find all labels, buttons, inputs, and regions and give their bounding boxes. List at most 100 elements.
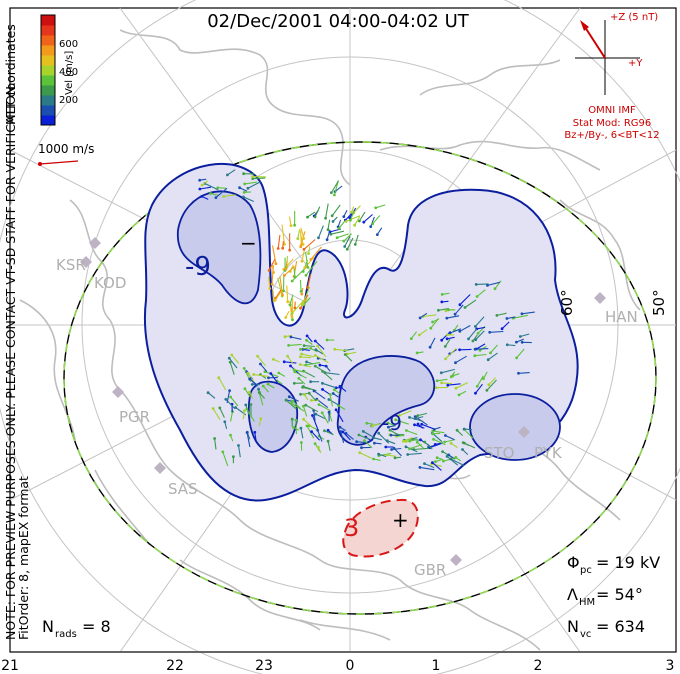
velocity-vector	[244, 388, 251, 398]
velocity-vector	[310, 246, 322, 260]
velocity-vector	[277, 234, 281, 249]
velocity-vector	[284, 265, 295, 276]
velocity-vector	[224, 421, 228, 430]
velocity-vector	[363, 430, 373, 437]
velocity-vector	[472, 334, 478, 342]
velocity-vector	[306, 335, 313, 343]
velocity-vector	[516, 338, 525, 343]
imf-clock	[575, 20, 640, 95]
velocity-vector	[337, 219, 342, 228]
velocity-vector	[344, 212, 353, 221]
velocity-vector	[432, 430, 445, 434]
velocity-vector	[372, 423, 380, 427]
velocity-vector	[204, 183, 219, 191]
station-label-sto: STO	[484, 444, 515, 462]
station-marker	[518, 426, 530, 438]
velocity-vector	[330, 230, 345, 235]
colorbar-segment	[41, 25, 55, 36]
velocity-vector	[303, 418, 314, 428]
velocity-vector	[294, 371, 307, 379]
velocity-vector	[454, 304, 464, 315]
velocity-vector	[413, 447, 429, 451]
velocity-vector	[339, 426, 346, 432]
mlt-tick-21: 21	[1, 658, 19, 674]
station-marker	[112, 386, 124, 398]
velocity-vector	[489, 330, 504, 333]
velocity-vector	[444, 338, 451, 347]
velocity-vector	[285, 310, 290, 318]
velocity-vector	[326, 229, 331, 240]
velocity-vector	[463, 428, 474, 439]
velocity-vector	[486, 379, 497, 391]
velocity-vector	[506, 316, 516, 320]
velocity-vector	[438, 307, 449, 311]
velocity-vector	[419, 466, 435, 471]
velocity-vector	[359, 452, 372, 459]
velocity-vector	[244, 181, 258, 185]
station-marker	[89, 237, 101, 249]
velocity-vector	[496, 312, 507, 316]
velocity-vector	[259, 392, 266, 399]
velocity-vector	[450, 458, 465, 466]
vector-origin	[293, 223, 296, 227]
velocity-vector	[230, 396, 239, 407]
imf-z-label: +Z (5 nT)	[610, 12, 658, 23]
velocity-vector	[315, 413, 326, 420]
velocity-vector	[375, 204, 386, 209]
scale-vector-label: 1000 m/s	[38, 142, 94, 156]
velocity-vector	[289, 294, 294, 306]
velocity-vector	[259, 363, 268, 373]
velocity-vector	[366, 422, 374, 425]
velocity-vector	[441, 331, 451, 341]
velocity-vector	[210, 192, 219, 196]
scale-vector	[38, 160, 79, 166]
imf-condition: Bz+/By-, 6<BT<12	[564, 130, 659, 141]
velocity-vector	[475, 383, 483, 394]
velocity-vector	[332, 393, 339, 398]
velocity-vector	[300, 427, 304, 439]
velocity-vector	[318, 404, 331, 412]
velocity-vector	[388, 425, 396, 428]
velocity-vector	[258, 391, 264, 406]
colorbar-segment	[41, 95, 55, 106]
velocity-vector	[317, 345, 327, 358]
map-title: 02/Dec/2001 04:00-04:02 UT	[207, 11, 470, 32]
velocity-vector	[324, 372, 340, 376]
velocity-vector	[443, 457, 455, 462]
vector-origin	[520, 340, 524, 344]
coordinates-label: MLT coordinates	[3, 24, 18, 125]
velocity-vector	[308, 392, 317, 402]
velocity-vector	[300, 236, 304, 245]
velocity-vector	[345, 215, 361, 222]
velocity-vector	[219, 407, 225, 418]
velocity-vector	[293, 427, 300, 431]
velocity-vector	[446, 455, 459, 466]
velocity-vector	[300, 227, 305, 239]
velocity-vector	[325, 365, 331, 372]
velocity-vector	[288, 216, 292, 226]
velocity-vector	[456, 429, 463, 436]
mlt-tick-22: 22	[166, 658, 184, 674]
velocity-vector	[330, 180, 340, 193]
station-marker	[594, 292, 606, 304]
velocity-vector	[429, 442, 444, 449]
velocity-vector	[302, 348, 310, 351]
velocity-vector	[237, 445, 241, 458]
velocity-vector	[299, 279, 302, 292]
colorbar-label: Vel [m/s]	[64, 51, 75, 95]
velocity-vector	[335, 409, 344, 423]
svg-text:HM: HM	[579, 597, 595, 608]
velocity-vector	[342, 431, 351, 441]
velocity-vector	[302, 405, 308, 417]
stat-phi: Φ pc = 19 kV	[567, 553, 660, 576]
velocity-vector	[407, 452, 422, 456]
velocity-vector	[254, 432, 257, 442]
velocity-vector	[325, 203, 329, 219]
velocity-vector	[475, 330, 485, 340]
station-label-ksr: KSR	[56, 256, 86, 274]
velocity-vector	[409, 416, 424, 422]
velocity-vector	[315, 349, 324, 355]
svg-text:= 54°: = 54°	[596, 585, 643, 604]
velocity-vector	[376, 227, 383, 235]
velocity-vector	[487, 352, 498, 361]
